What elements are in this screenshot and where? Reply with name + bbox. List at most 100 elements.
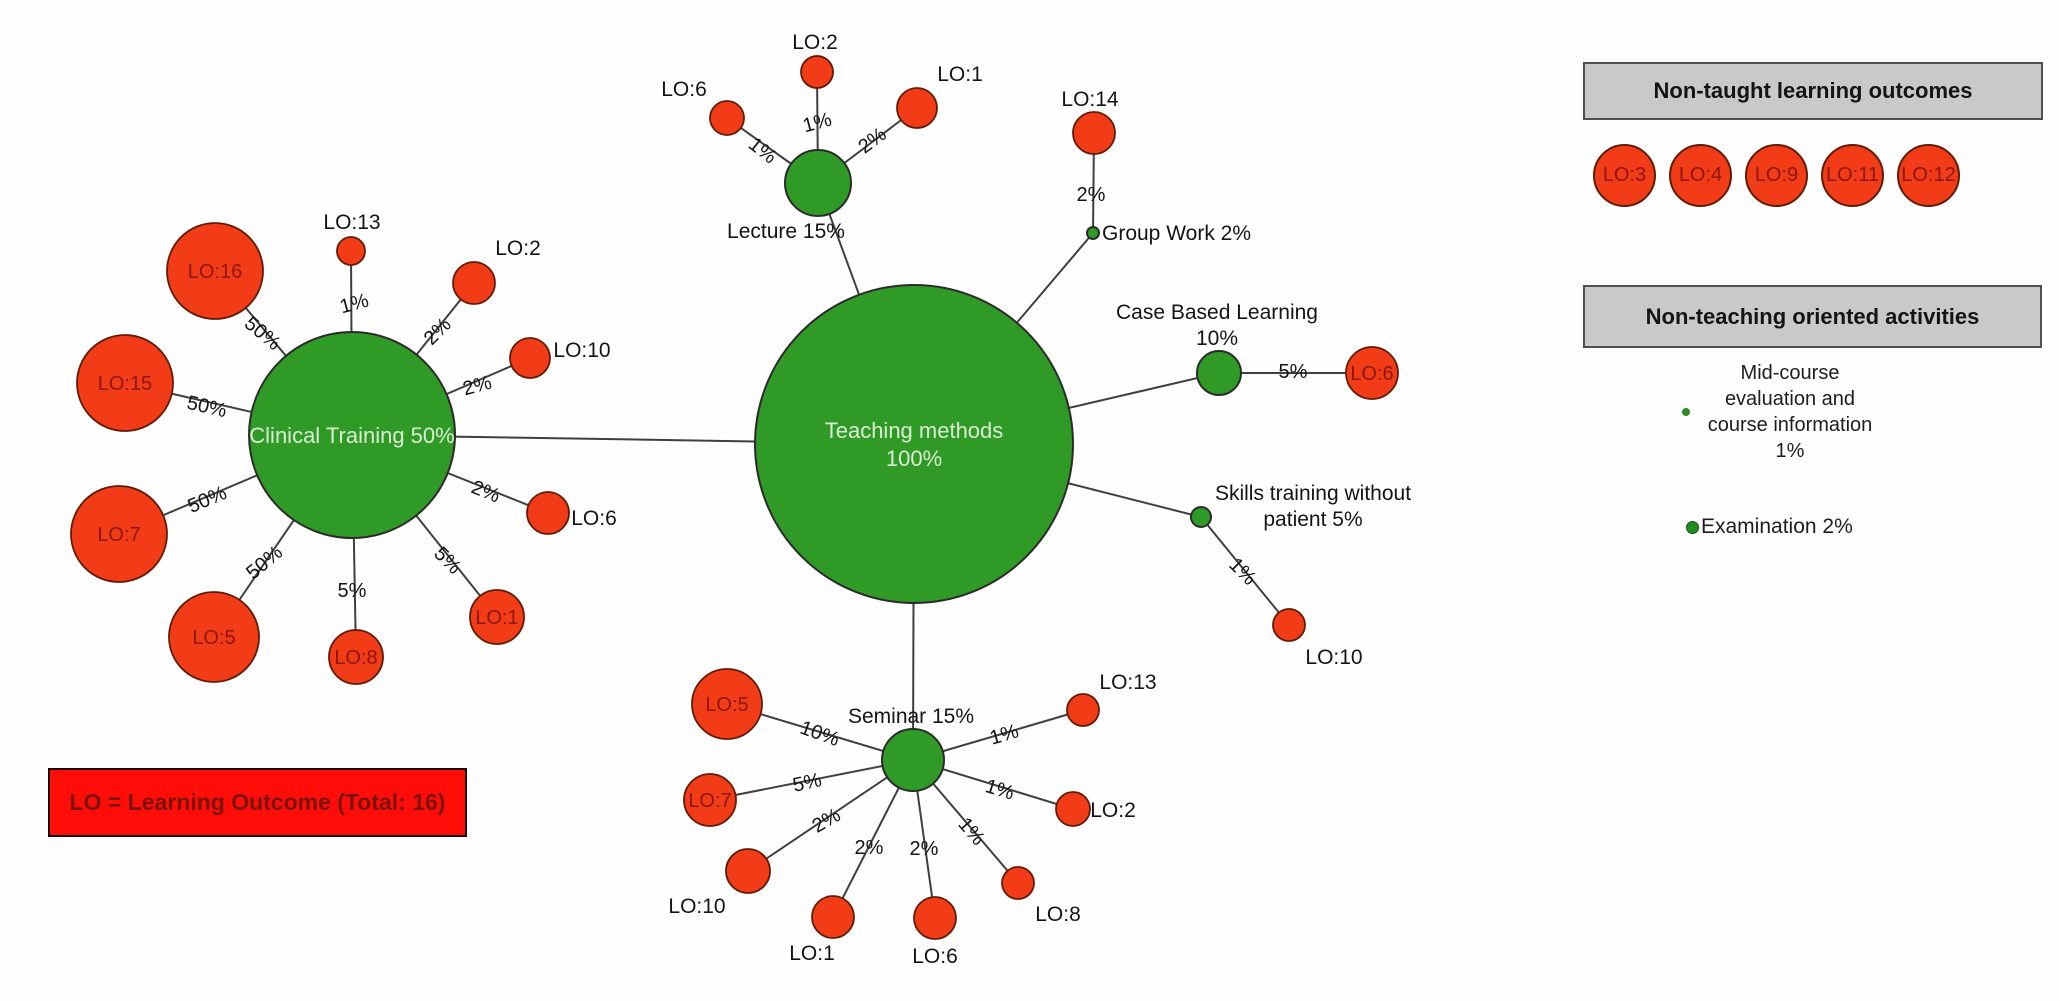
outcome-node-cl16 <box>166 222 264 320</box>
activity-label-skills: Skills training without <box>1215 482 1411 505</box>
activity-node-clinical <box>248 331 456 539</box>
edge-label-lecture-lec2: 1% <box>800 109 834 138</box>
outcome-node-se6 <box>913 896 957 940</box>
outcome-label-cl1: LO:1 <box>475 607 518 629</box>
outcome-node-se2 <box>1055 791 1091 827</box>
activity-label-lecture: Lecture 15% <box>727 220 845 243</box>
outcome-label-se8: LO:8 <box>1035 903 1081 926</box>
outcome-label-cl10: LO:10 <box>553 339 610 362</box>
edge-label-lecture-lec6: 1% <box>744 133 780 168</box>
legend-mid-course-item: Mid-course evaluation and course informa… <box>1682 360 1881 464</box>
activity-node-group <box>1086 226 1100 240</box>
activity-label-clinical: Clinical Training 50% <box>249 423 454 448</box>
outcome-label-cl7: LO:7 <box>97 524 140 546</box>
outcome-label-se1: LO:1 <box>789 942 835 965</box>
lo-note-box: LO = Learning Outcome (Total: 16) <box>48 768 467 837</box>
outcome-label-cl6: LO:6 <box>571 507 617 530</box>
legend-outcome-label: LO:9 <box>1754 164 1799 186</box>
legend-non-taught-circles: LO:3 LO:4 LO:9 LO:11 LO:12 <box>1593 144 1960 207</box>
legend-outcome-label: LO:3 <box>1602 164 1647 186</box>
outcome-node-cb6 <box>1345 346 1399 400</box>
outcome-node-cl5 <box>168 591 260 683</box>
outcome-label-se6: LO:6 <box>912 945 958 968</box>
lo-note-text: LO = Learning Outcome (Total: 16) <box>69 789 446 815</box>
edge-label-lecture-lec1: 2% <box>854 123 890 158</box>
mid-course-line: evaluation and <box>1724 388 1856 410</box>
outcome-label-cb6: LO:6 <box>1350 363 1393 385</box>
edge-label-seminar-se6: 2% <box>910 838 939 860</box>
mid-course-line: 1% <box>1775 440 1805 462</box>
outcome-node-cl2 <box>452 261 496 305</box>
outcome-node-se13 <box>1066 693 1100 727</box>
edge-label-clinical-cl5: 50% <box>242 541 287 584</box>
legend-outcome-circle: LO:11 <box>1821 144 1884 207</box>
legend-outcome-label: LO:12 <box>1901 164 1956 186</box>
green-dot-icon <box>1686 520 1699 534</box>
activity-node-teaching <box>754 284 1074 604</box>
legend-non-teaching-title: Non-teaching oriented activities <box>1645 303 1980 329</box>
outcome-node-se5 <box>691 668 763 740</box>
outcome-node-cl10 <box>509 337 551 379</box>
activity-node-seminar <box>881 728 945 792</box>
edge-skills-sk10 <box>1200 516 1290 626</box>
legend-non-taught-title: Non-taught learning outcomes <box>1653 78 1973 103</box>
outcome-label-cl16: LO:16 <box>188 261 242 283</box>
outcome-label-cl5: LO:5 <box>192 627 235 649</box>
outcome-label-lec2: LO:2 <box>792 31 838 54</box>
legend-outcome-circle: LO:9 <box>1745 144 1808 207</box>
legend-outcome-circle: LO:12 <box>1897 144 1960 207</box>
outcome-label-se2: LO:2 <box>1090 799 1136 822</box>
edge-label-seminar-se7: 5% <box>791 769 824 797</box>
outcome-node-lec1 <box>896 87 938 129</box>
edge-label-clinical-cl6: 2% <box>468 476 503 507</box>
edge-label-seminar-se1: 2% <box>855 837 884 859</box>
activity-node-case <box>1196 350 1242 396</box>
edge-label-case-cb6: 5% <box>1279 361 1308 383</box>
activity-label-teaching: Teaching methods <box>825 418 1004 443</box>
outcome-node-cl8 <box>328 629 384 685</box>
outcome-label-se13: LO:13 <box>1099 671 1156 694</box>
legend-non-taught-header: Non-taught learning outcomes <box>1583 62 2043 120</box>
outcome-node-cl7 <box>70 485 168 583</box>
outcome-node-se7 <box>683 773 737 827</box>
edge-label-clinical-cl10: 2% <box>460 372 494 401</box>
outcome-node-cl1 <box>469 589 525 645</box>
edge-label-clinical-cl16: 50% <box>240 312 285 355</box>
outcome-node-g14 <box>1072 111 1116 155</box>
edge-label-clinical-cl8: 5% <box>338 580 367 602</box>
edge-label-clinical-cl7: 50% <box>185 482 231 518</box>
legend-non-teaching-header: Non-teaching oriented activities <box>1583 285 2042 348</box>
examination-label: Examination 2% <box>1701 515 1853 538</box>
outcome-node-sk10 <box>1272 608 1306 642</box>
outcome-node-lec6 <box>709 100 745 136</box>
edge-label-seminar-se5: 10% <box>797 717 842 751</box>
activity-label-case: Case Based Learning <box>1116 301 1318 324</box>
outcome-label-lec1: LO:1 <box>937 63 983 86</box>
legend-outcome-label: LO:11 <box>1826 164 1879 186</box>
activity-label-group: Group Work 2% <box>1102 222 1251 245</box>
activity-node-lecture <box>784 149 852 217</box>
edge-label-seminar-se13: 1% <box>987 720 1021 749</box>
outcome-label-cl15: LO:15 <box>98 373 152 395</box>
outcome-label-cl13: LO:13 <box>323 211 380 234</box>
outcome-label-se10: LO:10 <box>668 895 725 918</box>
outcome-node-cl15 <box>76 334 174 432</box>
legend-outcome-circle: LO:3 <box>1593 144 1656 207</box>
edge-label-clinical-cl15: 50% <box>185 392 229 422</box>
outcome-label-cl2: LO:2 <box>495 237 541 260</box>
outcome-label-sk10: LO:10 <box>1305 646 1362 669</box>
outcome-node-se8 <box>1001 866 1035 900</box>
activity-label-teaching: 100% <box>886 446 942 471</box>
legend-outcome-circle: LO:4 <box>1669 144 1732 207</box>
activity-label-case: 10% <box>1196 327 1238 350</box>
mid-course-line: course information <box>1707 414 1873 436</box>
edge-label-clinical-cl13: 1% <box>337 290 371 319</box>
legend-examination-item: Examination 2% <box>1686 515 1853 539</box>
outcome-node-se10 <box>725 848 771 894</box>
green-dot-icon <box>1682 408 1690 416</box>
activity-label-skills: patient 5% <box>1263 508 1362 531</box>
mid-course-line: Mid-course <box>1740 362 1840 384</box>
outcome-node-cl6 <box>526 491 570 535</box>
outcome-label-se5: LO:5 <box>705 694 748 716</box>
